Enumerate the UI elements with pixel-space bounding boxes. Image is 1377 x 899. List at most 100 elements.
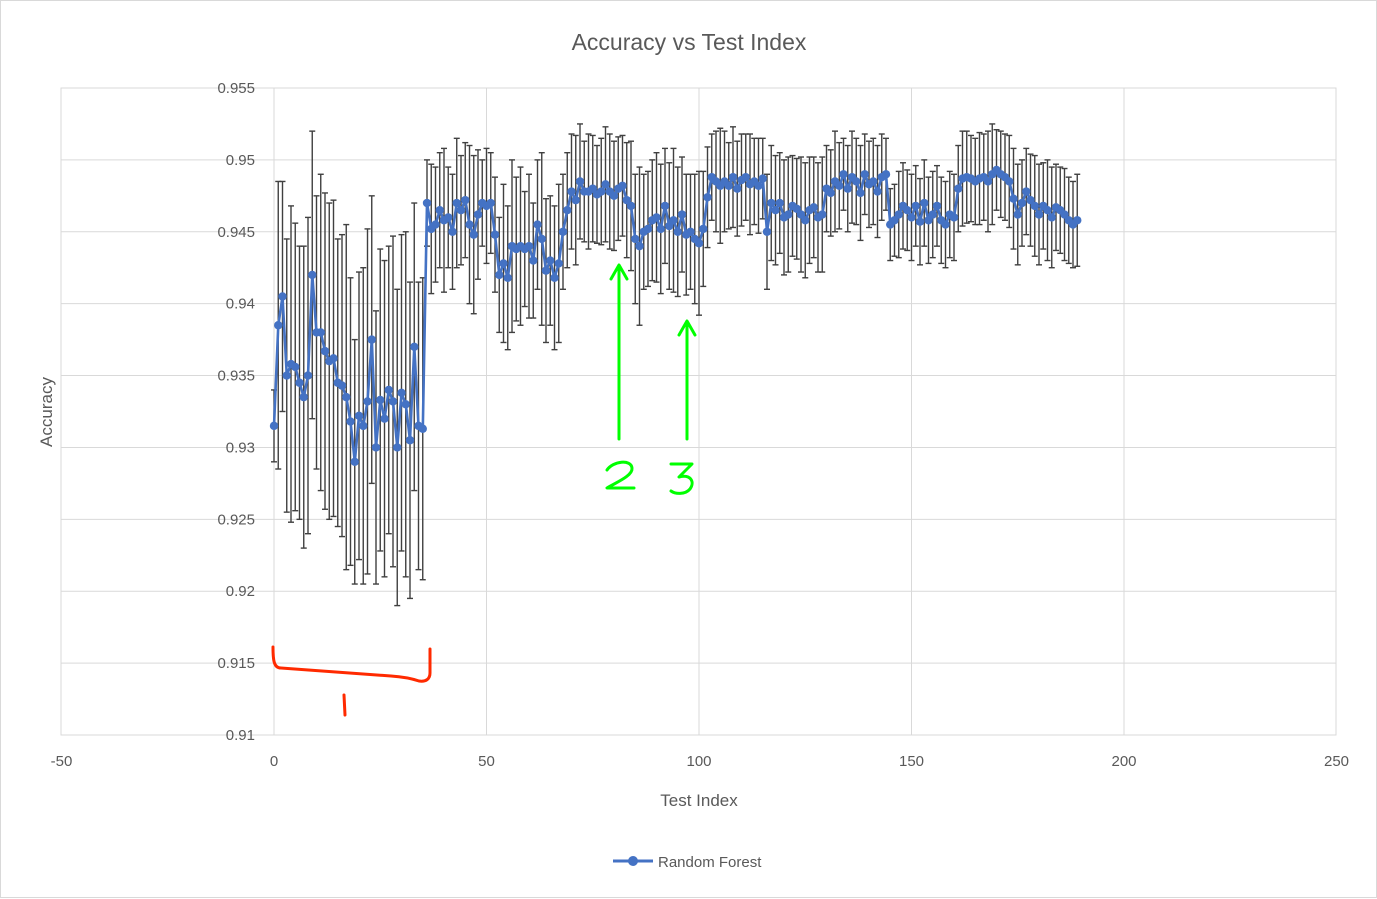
data-point — [384, 385, 393, 395]
y-tick-label: 0.94 — [226, 296, 255, 313]
data-point — [1005, 177, 1014, 186]
annotation-3-arrow-head — [677, 319, 697, 337]
annotation-2-glyph — [605, 460, 636, 490]
data-point — [342, 392, 351, 402]
data-point — [456, 206, 466, 215]
data-point — [291, 362, 300, 372]
annotation-2 — [605, 263, 636, 490]
data-point — [949, 213, 959, 222]
data-point — [784, 210, 793, 219]
data-point — [274, 321, 283, 330]
data-point — [316, 328, 325, 337]
data-point — [852, 177, 861, 186]
data-point — [873, 187, 882, 196]
data-point — [924, 216, 933, 225]
data-point — [762, 227, 772, 236]
data-point — [677, 210, 687, 219]
data-point — [767, 198, 776, 208]
data-point — [694, 239, 704, 248]
data-point — [401, 400, 410, 409]
data-point — [541, 266, 551, 275]
data-point — [495, 270, 504, 280]
data-point — [890, 216, 899, 225]
data-point — [1047, 213, 1056, 222]
data-point — [575, 177, 585, 186]
data-point — [686, 227, 695, 236]
legend: Random Forest — [613, 854, 762, 871]
x-tick-label: 0 — [270, 753, 278, 770]
data-point — [907, 213, 916, 222]
data-point — [337, 381, 347, 390]
data-point — [733, 184, 742, 193]
x-tick-labels: -50 0 50 100 150 200 250 — [51, 753, 1349, 770]
data-point — [618, 181, 627, 190]
data-point — [299, 392, 308, 402]
data-point — [295, 378, 304, 387]
y-tick-label: 0.91 — [226, 727, 255, 744]
data-point — [920, 198, 929, 208]
data-point — [558, 227, 568, 236]
data-point — [1017, 198, 1027, 208]
y-tick-label: 0.925 — [217, 511, 255, 528]
data-point — [499, 259, 508, 268]
data-point — [983, 177, 993, 186]
data-point — [461, 195, 470, 205]
data-point — [393, 443, 402, 452]
data-point — [724, 181, 733, 190]
data-point — [856, 188, 865, 198]
data-point — [903, 206, 912, 215]
data-point — [388, 397, 398, 406]
x-axis-title: Test Index — [660, 791, 738, 810]
x-tick-label: -50 — [51, 753, 73, 770]
data-point — [941, 220, 950, 229]
data-point — [329, 354, 338, 363]
data-point — [410, 342, 419, 351]
data-point — [376, 395, 385, 405]
data-point — [597, 187, 606, 196]
data-point — [465, 220, 474, 229]
data-point — [660, 201, 670, 211]
data-point — [1043, 206, 1052, 215]
legend-label: Random Forest — [658, 854, 762, 871]
data-point — [792, 204, 801, 213]
data-point — [881, 170, 891, 179]
chart-title: Accuracy vs Test Index — [572, 29, 807, 55]
data-point — [269, 421, 279, 431]
data-point — [469, 230, 478, 239]
data-point — [350, 457, 359, 467]
data-point — [835, 181, 844, 190]
data-point — [894, 210, 903, 219]
data-point — [444, 213, 453, 222]
data-point — [801, 216, 810, 225]
data-point — [771, 206, 780, 215]
error-bars — [271, 123, 1081, 607]
x-tick-label: 100 — [686, 753, 711, 770]
data-point — [631, 234, 640, 244]
data-point — [320, 346, 330, 356]
data-point — [911, 201, 920, 211]
data-point — [665, 221, 674, 231]
data-point — [435, 206, 444, 215]
annotation-1-stroke — [342, 693, 347, 717]
x-tick-label: 250 — [1324, 753, 1349, 770]
data-point — [431, 220, 440, 229]
data-point — [826, 188, 835, 198]
annotation-1 — [271, 645, 432, 717]
y-tick-label: 0.93 — [226, 439, 255, 456]
legend-marker — [628, 856, 638, 866]
data-point — [818, 210, 827, 219]
data-point — [503, 273, 512, 282]
data-point — [550, 273, 559, 282]
data-point — [1073, 216, 1082, 225]
data-point — [567, 187, 576, 196]
series-random-forest — [269, 165, 1082, 467]
x-tick-label: 200 — [1111, 753, 1136, 770]
data-point — [699, 224, 708, 234]
data-point — [860, 170, 869, 179]
data-point — [524, 241, 534, 251]
data-point — [928, 210, 937, 219]
data-point — [418, 424, 427, 433]
annotation-3 — [669, 319, 697, 495]
data-point — [448, 227, 457, 236]
